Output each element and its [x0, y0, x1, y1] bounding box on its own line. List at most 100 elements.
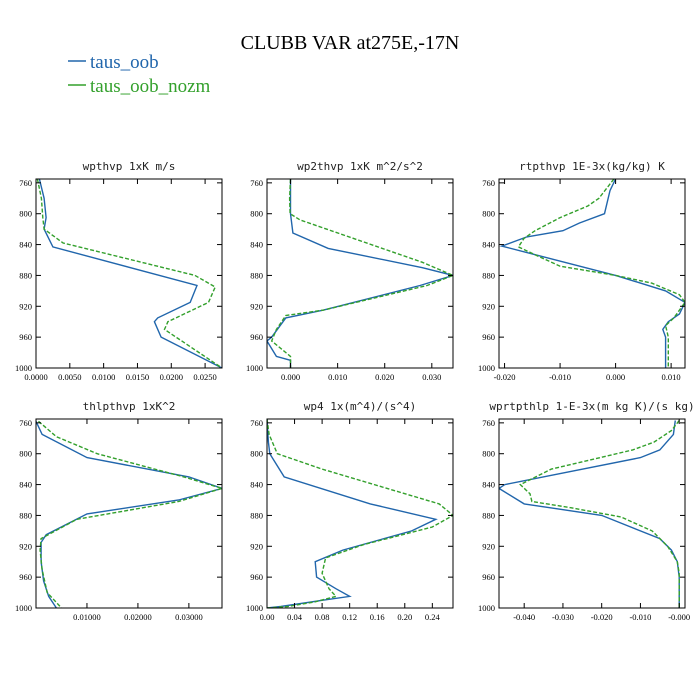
series-line-taus-oob-nozm: [517, 179, 685, 368]
plot-frame: [498, 418, 686, 609]
series-line-taus-oob: [267, 419, 438, 608]
y-tick-label: 800: [250, 209, 263, 219]
y-tick-label: 960: [482, 332, 495, 342]
y-tick-label: 760: [19, 178, 32, 188]
x-tick-label: 0.01000: [73, 612, 101, 622]
series-line-taus-oob-nozm: [519, 420, 680, 608]
y-tick-label: 920: [482, 301, 495, 311]
x-tick-label: 0.0150: [126, 372, 149, 382]
panel-1: wpthvp 1xK m/s76080084088092096010000.00…: [15, 160, 223, 382]
x-tick-label: 0.0000: [24, 372, 47, 382]
panel-title: rtpthvp 1E-3x(kg/kg) K: [519, 160, 665, 173]
y-tick-label: 880: [19, 270, 32, 280]
legend: taus_oob taus_oob_nozm: [68, 52, 211, 97]
y-tick-label: 1000: [15, 603, 32, 613]
series-line-taus-oob-nozm: [267, 419, 453, 608]
x-tick-label: 0.02000: [124, 612, 152, 622]
x-tick-label: 0.0200: [160, 372, 183, 382]
y-tick-label: 760: [250, 178, 263, 188]
y-tick-label: 1000: [246, 603, 263, 613]
y-tick-label: 1000: [15, 363, 32, 373]
series-line-taus-oob: [38, 179, 222, 368]
x-tick-label: -0.020: [494, 372, 516, 382]
series-line-taus-oob: [267, 179, 453, 368]
y-tick-label: 840: [250, 480, 263, 490]
x-tick-label: 0.010: [662, 372, 681, 382]
figure-title: CLUBB VAR at275E,-17N: [241, 32, 460, 54]
y-tick-label: 840: [19, 480, 32, 490]
x-tick-label: 0.12: [342, 612, 357, 622]
x-tick-label: 0.000: [606, 372, 625, 382]
panel-5: wp4 1x(m^4)/(s^4)76080084088092096010000…: [246, 400, 454, 622]
y-tick-label: 840: [250, 240, 263, 250]
y-tick-label: 880: [250, 510, 263, 520]
y-tick-label: 920: [482, 541, 495, 551]
x-tick-label: 0.00: [260, 612, 275, 622]
panel-title: wprtpthlp 1-E-3x(m kg K)/(s kg): [489, 400, 694, 413]
y-tick-label: 960: [250, 572, 263, 582]
plot-frame: [266, 418, 454, 609]
y-tick-label: 800: [19, 209, 32, 219]
x-tick-label: 0.010: [328, 372, 347, 382]
series-line-taus-oob-nozm: [270, 179, 453, 368]
legend-label-taus-oob: taus_oob: [90, 52, 159, 73]
panel-title: wp4 1x(m^4)/(s^4): [304, 400, 417, 413]
series-line-taus-oob-nozm: [36, 179, 222, 368]
x-tick-label: 0.030: [422, 372, 441, 382]
series-line-taus-oob: [36, 421, 222, 608]
legend-label-taus-oob-nozm: taus_oob_nozm: [90, 76, 211, 97]
y-tick-label: 1000: [478, 603, 495, 613]
panel-6: wprtpthlp 1-E-3x(m kg K)/(s kg) 760 800 840…: [478, 400, 695, 622]
panel-title: thlpthvp 1xK^2: [83, 400, 176, 413]
panel-title: wp2thvp 1xK m^2/s^2: [297, 160, 423, 173]
y-tick-label: 760: [482, 178, 495, 188]
series-line-taus-oob-nozm: [38, 420, 222, 608]
x-tick-label: 0.020: [375, 372, 394, 382]
y-tick-label: 880: [250, 270, 263, 280]
plot-frame: [35, 178, 223, 369]
y-tick-label: 760: [19, 418, 32, 428]
x-tick-label: -0.000: [668, 612, 690, 622]
y-tick-label: 840: [19, 240, 32, 250]
plot-frame: [498, 178, 686, 369]
y-tick-label: 840: [482, 480, 495, 490]
x-tick-label: -0.040: [513, 612, 535, 622]
x-tick-label: 0.0100: [92, 372, 115, 382]
panels: wpthvp 1xK m/s76080084088092096010000.00…: [15, 160, 695, 622]
panel-4: thlpthvp 1xK^2 760 800 840 880 920 960 1000 0.01…: [15, 400, 223, 622]
y-tick-label: 1000: [246, 363, 263, 373]
y-tick-label: 760: [482, 418, 495, 428]
x-tick-label: -0.020: [591, 612, 613, 622]
x-tick-label: 0.0250: [193, 372, 216, 382]
y-tick-label: 960: [19, 332, 32, 342]
series-line-taus-oob: [499, 179, 685, 368]
y-tick-label: 760: [250, 418, 263, 428]
panel-title: wpthvp 1xK m/s: [83, 160, 176, 173]
x-tick-label: 0.20: [397, 612, 412, 622]
y-tick-label: 840: [482, 240, 495, 250]
y-tick-label: 920: [250, 541, 263, 551]
series-line-taus-oob: [499, 420, 680, 608]
y-tick-label: 960: [482, 572, 495, 582]
y-tick-label: 880: [19, 510, 32, 520]
y-tick-label: 920: [250, 301, 263, 311]
x-tick-label: -0.010: [629, 612, 651, 622]
y-tick-label: 800: [250, 449, 263, 459]
y-tick-label: 880: [482, 270, 495, 280]
x-tick-label: 0.24: [425, 612, 441, 622]
y-tick-label: 960: [250, 332, 263, 342]
x-tick-label: 0.03000: [175, 612, 203, 622]
x-tick-label: 0.0050: [58, 372, 81, 382]
y-tick-label: 800: [482, 449, 495, 459]
y-tick-label: 960: [19, 572, 32, 582]
x-tick-label: 0.04: [287, 612, 303, 622]
y-tick-label: 880: [482, 510, 495, 520]
plot-frame: [35, 418, 223, 609]
panel-3: rtpthvp 1E-3x(kg/kg) K 760 800 840 880 920 960…: [478, 160, 686, 382]
x-tick-label: 0.000: [281, 372, 300, 382]
x-tick-label: -0.030: [552, 612, 574, 622]
x-tick-label: -0.010: [549, 372, 571, 382]
y-tick-label: 1000: [478, 363, 495, 373]
y-tick-label: 800: [19, 449, 32, 459]
